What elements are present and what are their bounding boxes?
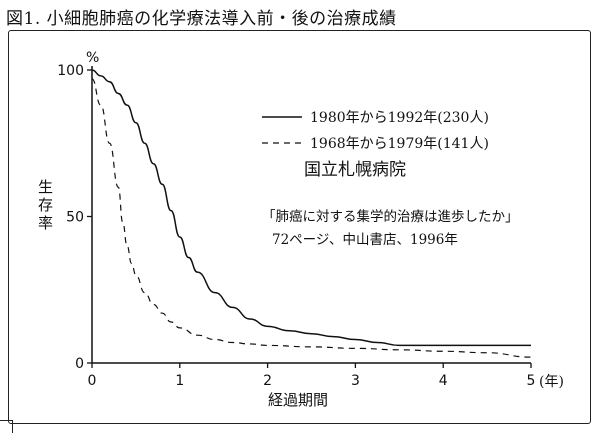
y-tick-label: 100 <box>57 63 84 79</box>
x-tick-label: 4 <box>439 373 448 389</box>
hospital-label: 国立札幌病院 <box>304 160 406 180</box>
series-line-0 <box>91 69 531 347</box>
legend-label-solid: 1980年から1992年(230人) <box>310 110 489 126</box>
x-tick-label: 1 <box>175 373 184 389</box>
y-axis-label: 生存率 <box>38 178 53 232</box>
y-unit: % <box>86 50 99 66</box>
citation-source: 72ページ、中山書店、1996年 <box>272 232 458 248</box>
x-unit: (年) <box>539 374 564 390</box>
x-tick-label: 5 <box>527 373 536 389</box>
y-tick-label: 0 <box>75 356 84 372</box>
chart-frame <box>8 30 591 424</box>
x-axis-label: 経過期間 <box>268 391 328 409</box>
corner-mark <box>0 420 13 433</box>
legend-label-dashed: 1968年から1979年(141人) <box>310 136 489 152</box>
citation-title: 「肺癌に対する集学的治療は進歩したか」 <box>262 208 519 225</box>
x-tick-label: 2 <box>263 373 272 389</box>
curves <box>91 69 532 358</box>
x-tick-label: 0 <box>88 373 97 389</box>
figure-title: 図1. 小細胞肺癌の化学療法導入前・後の治療成績 <box>6 9 397 29</box>
series-line-1 <box>91 78 532 358</box>
x-tick-label: 3 <box>351 373 360 389</box>
chart-texts: % 生存率 経過期間 (年) 1980年から1992年(230人) 1968年か… <box>38 50 564 409</box>
y-tick-label: 50 <box>66 210 84 226</box>
